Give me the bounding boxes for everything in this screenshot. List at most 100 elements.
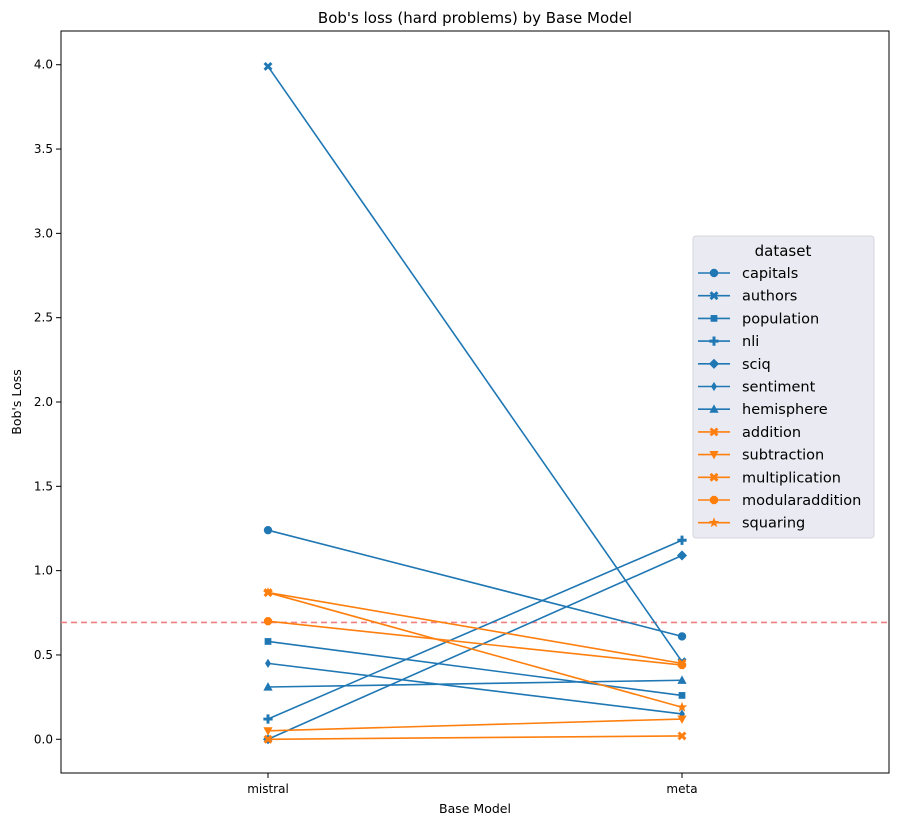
- legend-item: population: [698, 311, 819, 327]
- series-squaring: [262, 587, 688, 712]
- legend-label: sentiment: [742, 380, 816, 396]
- series-sciq: [262, 550, 688, 745]
- data-point: [263, 714, 273, 724]
- data-point: [710, 315, 718, 322]
- data-point: [677, 661, 687, 670]
- data-point: [708, 517, 720, 528]
- legend-label: subtraction: [742, 448, 824, 464]
- series-line: [267, 591, 683, 665]
- data-point: [709, 427, 719, 437]
- data-point: [709, 291, 719, 301]
- legend: dataset capitals authors population nli sciq…: [692, 235, 875, 539]
- series-line: [267, 554, 683, 741]
- data-point: [709, 451, 719, 460]
- data-point: [709, 336, 719, 346]
- series-nli: [263, 535, 687, 724]
- legend-item: nli: [698, 334, 759, 350]
- y-tick-label: 2.0: [34, 395, 53, 409]
- data-point: [263, 617, 273, 626]
- data-point: [709, 268, 719, 278]
- legend-label: hemisphere: [742, 402, 828, 418]
- legend-item: addition: [698, 425, 801, 441]
- data-point: [678, 692, 686, 699]
- x-axis-label: Base Model: [439, 801, 511, 816]
- legend-item: sentiment: [698, 380, 816, 396]
- series-line: [267, 735, 683, 741]
- legend-item: modularaddition: [698, 493, 861, 509]
- data-point: [677, 535, 687, 545]
- y-tick-label: 4.0: [34, 58, 53, 72]
- series-population: [264, 638, 686, 699]
- data-point: [263, 727, 273, 736]
- legend-item: sciq: [698, 357, 771, 373]
- series-capitals: [263, 525, 687, 641]
- data-point: [263, 682, 273, 691]
- y-tick-label: 0.0: [34, 732, 53, 746]
- data-point: [265, 658, 271, 669]
- legend-item: squaring: [698, 516, 805, 532]
- data-point: [709, 404, 719, 413]
- y-tick-label: 1.5: [34, 479, 53, 493]
- marker-shape: [677, 731, 687, 741]
- data-point: [677, 632, 687, 641]
- legend-label: squaring: [742, 516, 805, 532]
- legend-item: capitals: [698, 266, 798, 282]
- legend-label: capitals: [742, 266, 798, 282]
- series-line: [267, 718, 683, 732]
- legend-label: authors: [742, 289, 797, 305]
- data-point: [708, 358, 720, 369]
- data-point: [676, 550, 688, 561]
- data-point: [709, 495, 719, 505]
- data-point: [263, 734, 273, 744]
- series-layer: [262, 61, 688, 745]
- x-tick-label: mistral: [247, 782, 289, 796]
- data-point: [263, 61, 273, 71]
- y-tick-label: 3.5: [34, 142, 53, 156]
- x-axis: mistral meta: [247, 773, 698, 796]
- data-point: [677, 675, 687, 684]
- data-point: [264, 638, 272, 645]
- y-tick-label: 2.5: [34, 311, 53, 325]
- data-point: [262, 587, 274, 597]
- series-line: [267, 591, 683, 709]
- legend-label: modularaddition: [742, 493, 861, 509]
- legend-label: nli: [742, 334, 759, 350]
- legend-item: hemisphere: [698, 402, 828, 418]
- data-point: [677, 731, 687, 741]
- series-modularaddition: [263, 617, 687, 670]
- marker-shape: [709, 472, 719, 482]
- series-authors: [263, 61, 687, 667]
- y-axis: 0.0 0.5 1.0 1.5 2.0 2.5 3.0 3.5 4.0: [34, 58, 61, 746]
- legend-label: addition: [742, 425, 801, 441]
- series-line: [267, 539, 683, 720]
- series-line: [267, 640, 683, 697]
- series-subtraction: [263, 715, 687, 736]
- legend-item: authors: [698, 289, 797, 305]
- data-point: [677, 715, 687, 724]
- data-point: [709, 472, 719, 482]
- y-tick-label: 3.0: [34, 226, 53, 240]
- series-line: [267, 529, 683, 638]
- marker-shape: [263, 734, 273, 744]
- chart-title: Bob's loss (hard problems) by Base Model: [318, 9, 632, 27]
- marker-shape: [709, 291, 719, 301]
- series-addition: [263, 731, 687, 744]
- legend-item: subtraction: [698, 448, 824, 464]
- legend-item: multiplication: [698, 470, 841, 486]
- data-point: [711, 381, 717, 392]
- series-hemisphere: [263, 675, 687, 691]
- series-line: [267, 662, 683, 715]
- legend-label: multiplication: [742, 470, 841, 486]
- series-line: [267, 679, 683, 688]
- marker-shape: [263, 61, 273, 71]
- marker-shape: [709, 427, 719, 437]
- data-point: [263, 525, 273, 535]
- x-tick-label: meta: [666, 782, 697, 796]
- legend-label: population: [742, 311, 819, 327]
- legend-title: dataset: [755, 242, 812, 260]
- series-line: [267, 620, 683, 666]
- legend-label: sciq: [742, 357, 771, 373]
- y-axis-label: Bob's Loss: [9, 369, 24, 435]
- legend-box: [692, 235, 875, 539]
